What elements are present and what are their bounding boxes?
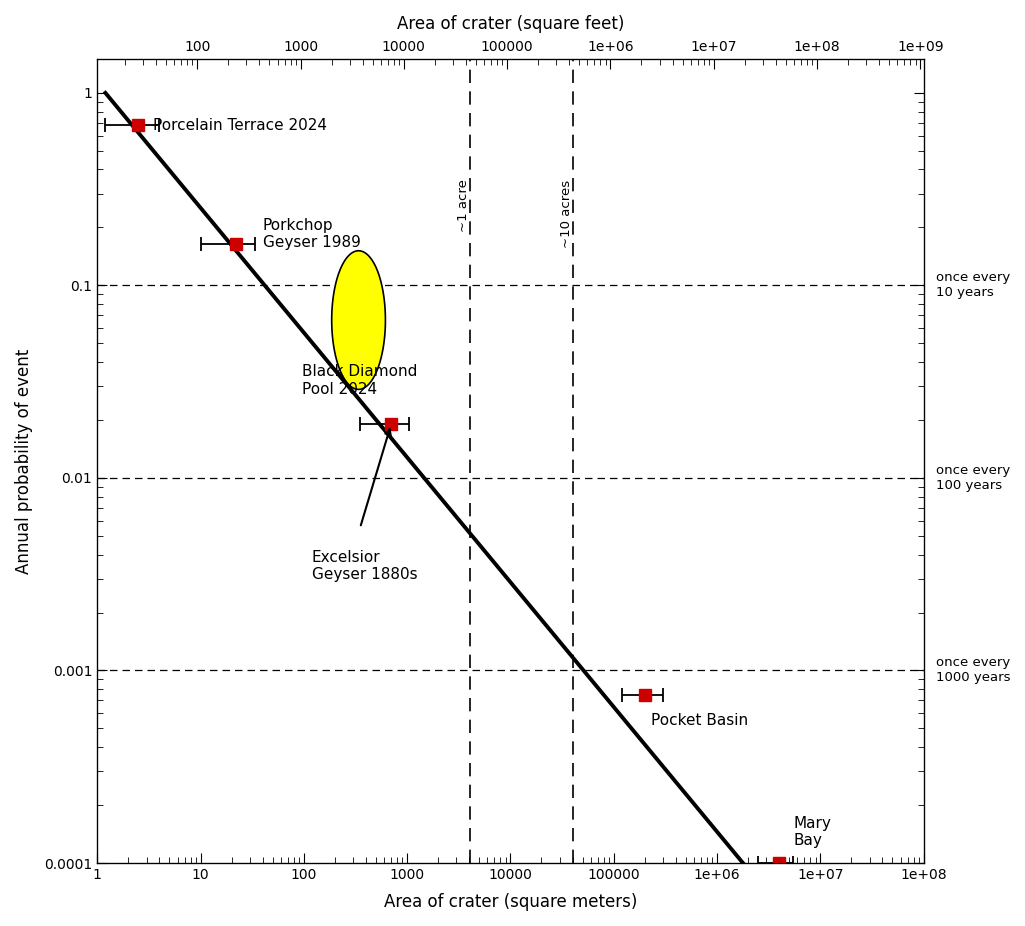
Text: Excelsior
Geyser 1880s: Excelsior Geyser 1880s: [312, 549, 417, 582]
Text: once every
10 years: once every 10 years: [936, 271, 1011, 299]
Text: Pocket Basin: Pocket Basin: [651, 713, 748, 728]
X-axis label: Area of crater (square meters): Area of crater (square meters): [383, 893, 638, 911]
Text: Mary
Bay: Mary Bay: [793, 816, 831, 848]
Text: once every
1000 years: once every 1000 years: [936, 657, 1011, 684]
Polygon shape: [332, 251, 385, 390]
Text: ~1 acre: ~1 acre: [457, 180, 469, 232]
Text: Black Diamond
Pool 2024: Black Diamond Pool 2024: [301, 365, 417, 397]
Y-axis label: Annual probability of event: Annual probability of event: [15, 348, 33, 573]
X-axis label: Area of crater (square feet): Area of crater (square feet): [397, 15, 624, 33]
Text: ~10 acres: ~10 acres: [560, 180, 573, 248]
Text: Porcelain Terrace 2024: Porcelain Terrace 2024: [154, 118, 327, 132]
Text: once every
100 years: once every 100 years: [936, 464, 1011, 492]
Text: Porkchop
Geyser 1989: Porkchop Geyser 1989: [262, 218, 361, 250]
